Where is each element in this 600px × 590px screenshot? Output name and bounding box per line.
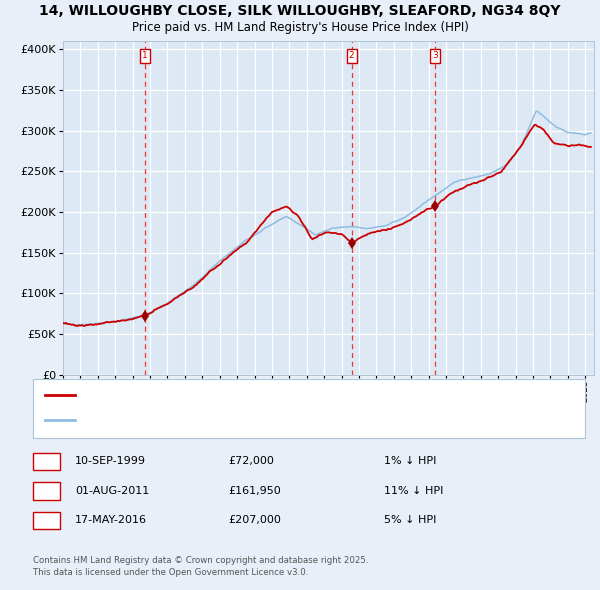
Text: 2: 2 — [349, 51, 355, 60]
Text: 3: 3 — [43, 514, 50, 527]
Text: 1: 1 — [43, 455, 50, 468]
Text: 1% ↓ HPI: 1% ↓ HPI — [384, 457, 436, 466]
Text: 11% ↓ HPI: 11% ↓ HPI — [384, 486, 443, 496]
Text: £207,000: £207,000 — [228, 516, 281, 525]
Text: £161,950: £161,950 — [228, 486, 281, 496]
Text: 2: 2 — [43, 484, 50, 497]
Text: 17-MAY-2016: 17-MAY-2016 — [75, 516, 147, 525]
Text: 14, WILLOUGHBY CLOSE, SILK WILLOUGHBY, SLEAFORD, NG34 8QY (detached house): 14, WILLOUGHBY CLOSE, SILK WILLOUGHBY, S… — [81, 391, 484, 400]
Text: Contains HM Land Registry data © Crown copyright and database right 2025.
This d: Contains HM Land Registry data © Crown c… — [33, 556, 368, 577]
Text: 3: 3 — [433, 51, 438, 60]
Text: HPI: Average price, detached house, North Kesteven: HPI: Average price, detached house, Nort… — [81, 415, 330, 425]
Text: 1: 1 — [142, 51, 148, 60]
Text: £72,000: £72,000 — [228, 457, 274, 466]
Text: 14, WILLOUGHBY CLOSE, SILK WILLOUGHBY, SLEAFORD, NG34 8QY: 14, WILLOUGHBY CLOSE, SILK WILLOUGHBY, S… — [39, 4, 561, 18]
Text: Price paid vs. HM Land Registry's House Price Index (HPI): Price paid vs. HM Land Registry's House … — [131, 21, 469, 34]
Text: 10-SEP-1999: 10-SEP-1999 — [75, 457, 146, 466]
Text: 5% ↓ HPI: 5% ↓ HPI — [384, 516, 436, 525]
Text: 01-AUG-2011: 01-AUG-2011 — [75, 486, 149, 496]
